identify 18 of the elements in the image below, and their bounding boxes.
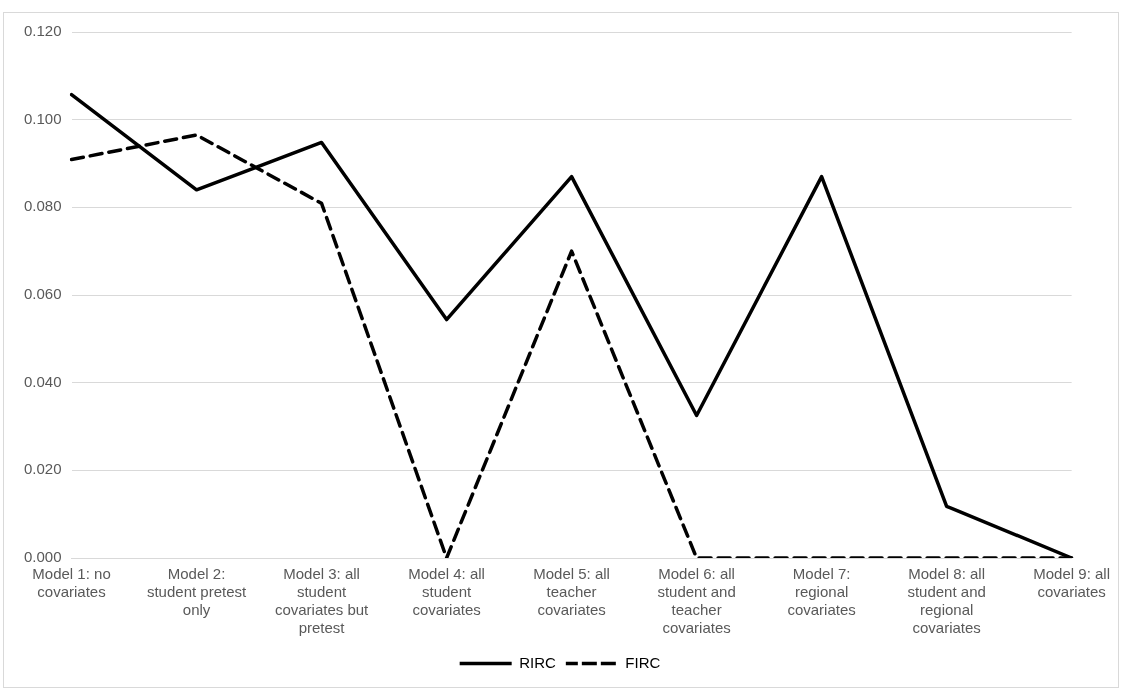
y-tick-label: 0.100 xyxy=(23,109,62,127)
legend-label: FIRC xyxy=(625,653,661,671)
x-tick-label: Model 2: student pretest only xyxy=(146,565,247,619)
y-tick-label: 0.000 xyxy=(23,548,62,566)
x-tick-label: Model 1: no covariates xyxy=(32,565,111,601)
x-tick-label: Model 9: all covariates xyxy=(1033,565,1111,601)
x-tick-label: Model 5: all teacher covariates xyxy=(533,565,610,619)
x-tick-label: Model 4: all student covariates xyxy=(408,565,485,619)
y-tick-label: 0.080 xyxy=(23,197,62,215)
x-tick-label: Model 8: all student and regional covariates xyxy=(907,565,986,637)
x-tick-label: Model 3: all student covariates but pretest xyxy=(274,565,370,637)
y-tick-label: 0.040 xyxy=(23,372,62,390)
y-tick-label: 0.020 xyxy=(23,460,62,478)
x-tick-label: Model 7: regional covariates xyxy=(787,565,856,619)
x-tick-label: Model 6: all student and teacher covariates xyxy=(657,565,736,637)
legend-label: RIRC xyxy=(519,653,556,671)
y-tick-label: 0.120 xyxy=(23,22,62,40)
y-tick-label: 0.060 xyxy=(23,285,62,303)
